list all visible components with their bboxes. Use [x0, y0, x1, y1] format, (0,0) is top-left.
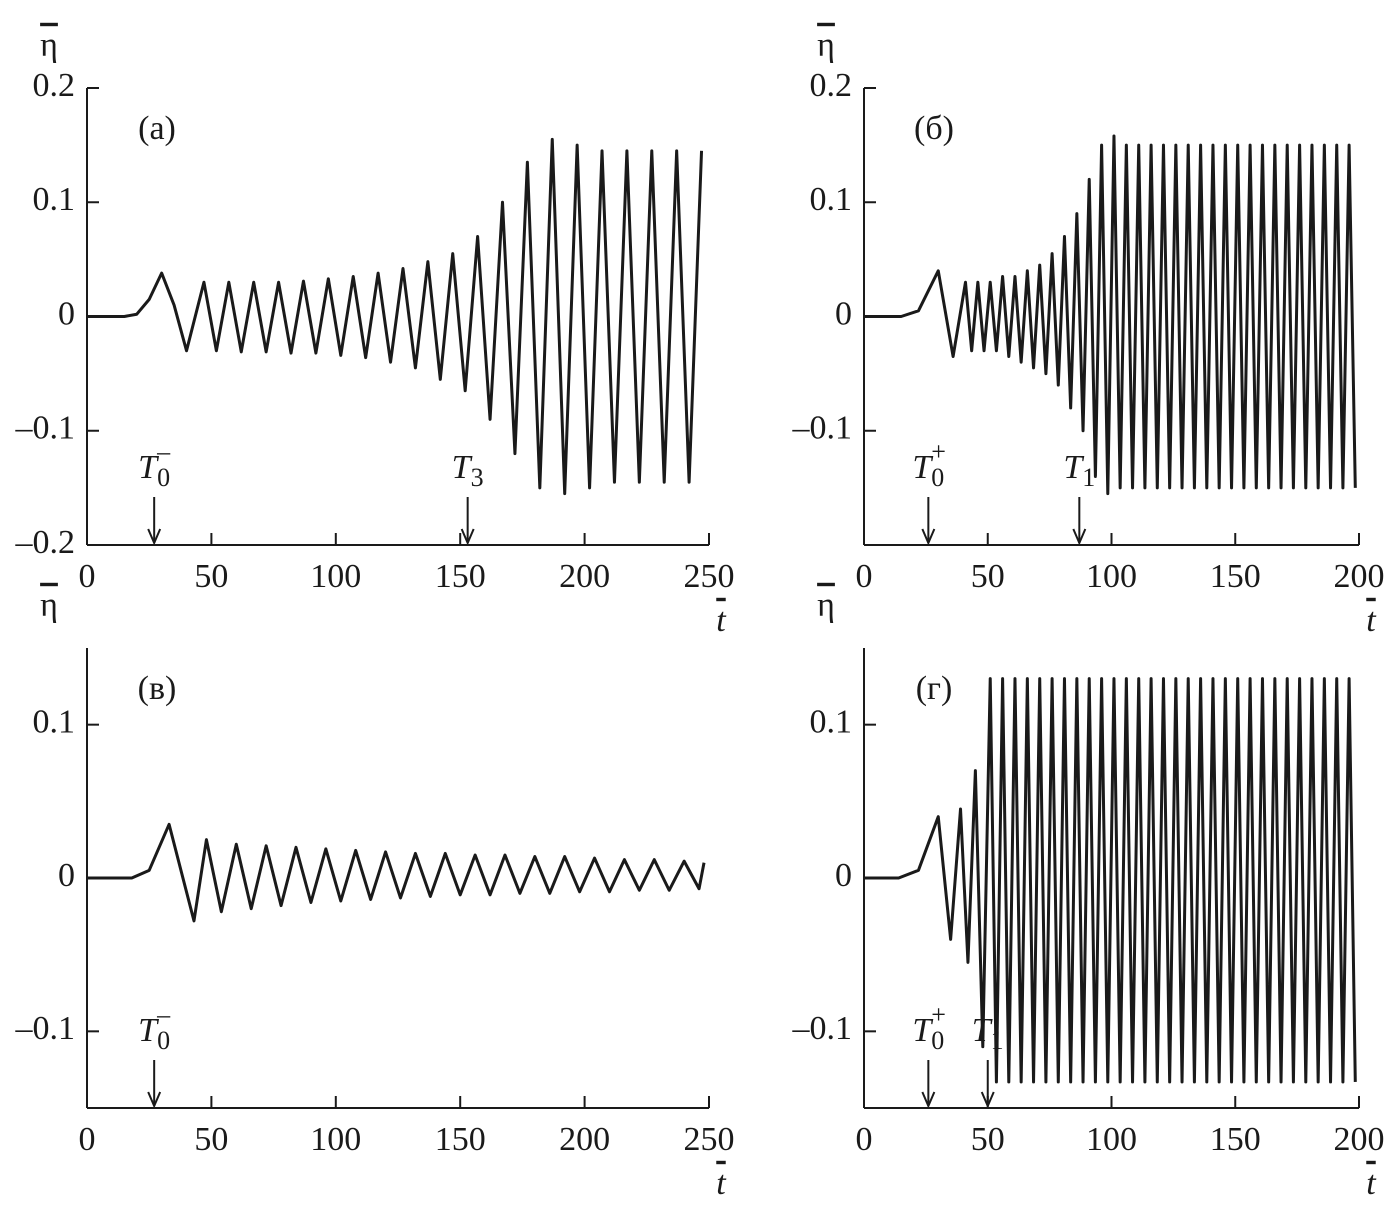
x-axis-label: t [716, 602, 727, 639]
x-tick-label: 0 [856, 1121, 873, 1158]
annotation-arrowhead [460, 528, 475, 546]
y-tick-label: 0.1 [810, 703, 853, 740]
y-axis-label: η [40, 587, 58, 624]
annotation-sub: 0 [157, 463, 170, 492]
annotation-sup: + [931, 437, 946, 466]
annotation-label: T1 [972, 1012, 1004, 1055]
annotation-sub: 0 [931, 1026, 944, 1055]
x-tick-label: 0 [79, 1121, 96, 1158]
annotation-base: T [912, 1012, 933, 1049]
annotation-base: T [138, 449, 159, 486]
y-tick-label: 0.1 [810, 181, 853, 218]
x-tick-label: 50 [194, 558, 228, 595]
annotation-base: T [972, 1012, 993, 1049]
y-tick-label: 0.2 [810, 67, 853, 104]
x-tick-label: 0 [856, 558, 873, 595]
x-tick-label: 200 [1334, 1121, 1385, 1158]
y-tick-label: 0.2 [33, 67, 76, 104]
annotation-sub: 0 [931, 463, 944, 492]
signal-line [87, 822, 706, 923]
annotation-arrowhead [1072, 528, 1087, 546]
x-axis-label: t [1366, 602, 1377, 639]
x-tick-label: 150 [435, 558, 486, 595]
signal-line [864, 677, 1357, 1084]
y-tick-label: 0 [58, 857, 75, 894]
y-tick-label: –0.1 [792, 410, 853, 447]
annotation-arrowhead [980, 1091, 995, 1109]
signal-line [864, 134, 1357, 496]
annotation-base: T [912, 449, 933, 486]
annotation-sup: – [156, 1000, 171, 1029]
y-tick-label: 0 [835, 857, 852, 894]
panel-label: (б) [914, 110, 954, 147]
x-tick-label: 150 [1210, 1121, 1261, 1158]
annotation-base: T [452, 449, 473, 486]
x-tick-label: 250 [684, 1121, 735, 1158]
x-tick-label: 150 [1210, 558, 1261, 595]
annotation-arrowhead [921, 528, 936, 546]
y-tick-label: 0 [58, 295, 75, 332]
x-tick-label: 200 [1334, 558, 1385, 595]
y-tick-label: –0.1 [15, 1010, 76, 1047]
x-tick-label: 100 [310, 558, 361, 595]
x-axis-label: t [1366, 1165, 1377, 1202]
x-tick-label: 100 [1086, 558, 1137, 595]
panel-label: (в) [138, 670, 177, 707]
x-tick-label: 100 [1086, 1121, 1137, 1158]
annotation-label: T0– [138, 437, 171, 492]
x-tick-label: 250 [684, 558, 735, 595]
y-tick-label: 0.1 [33, 181, 76, 218]
annotation-arrowhead [921, 1091, 936, 1109]
x-axis-label: t [716, 1165, 727, 1202]
x-tick-label: 150 [435, 1121, 486, 1158]
y-axis-label: η [40, 27, 58, 64]
panel-label: (г) [916, 670, 953, 707]
annotation-base: T [1063, 449, 1084, 486]
y-tick-label: 0.1 [33, 703, 76, 740]
annotation-sub: 1 [1082, 463, 1095, 492]
y-axis-label: η [817, 27, 835, 64]
annotation-label: T0– [138, 1000, 171, 1055]
x-tick-label: 50 [971, 558, 1005, 595]
y-tick-label: –0.2 [15, 524, 76, 561]
annotation-label: T0+ [912, 1000, 946, 1055]
y-tick-label: –0.1 [792, 1010, 853, 1047]
annotation-sup: – [156, 437, 171, 466]
annotation-sub: 3 [471, 463, 484, 492]
x-tick-label: 50 [194, 1121, 228, 1158]
annotation-sup: + [931, 1000, 946, 1029]
annotation-label: T0+ [912, 437, 946, 492]
x-tick-label: 50 [971, 1121, 1005, 1158]
y-tick-label: –0.1 [15, 410, 76, 447]
y-axis-label: η [817, 587, 835, 624]
annotation-label: T3 [452, 449, 484, 492]
signal-line [87, 137, 704, 496]
y-tick-label: 0 [835, 295, 852, 332]
x-tick-label: 0 [79, 558, 96, 595]
annotation-arrowhead [147, 528, 162, 546]
panel-label: (а) [138, 110, 176, 147]
annotation-label: T1 [1063, 449, 1095, 492]
annotation-base: T [138, 1012, 159, 1049]
x-tick-label: 200 [559, 1121, 610, 1158]
annotation-sub: 0 [157, 1026, 170, 1055]
annotation-sub: 1 [991, 1026, 1004, 1055]
annotation-arrowhead [147, 1091, 162, 1109]
x-tick-label: 200 [559, 558, 610, 595]
x-tick-label: 100 [310, 1121, 361, 1158]
